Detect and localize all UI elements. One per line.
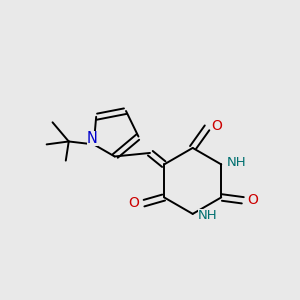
Text: O: O	[212, 119, 222, 133]
Text: NH: NH	[227, 157, 246, 169]
Text: O: O	[247, 193, 258, 207]
Text: O: O	[129, 196, 140, 210]
Text: N: N	[87, 131, 98, 146]
Text: NH: NH	[198, 209, 218, 222]
